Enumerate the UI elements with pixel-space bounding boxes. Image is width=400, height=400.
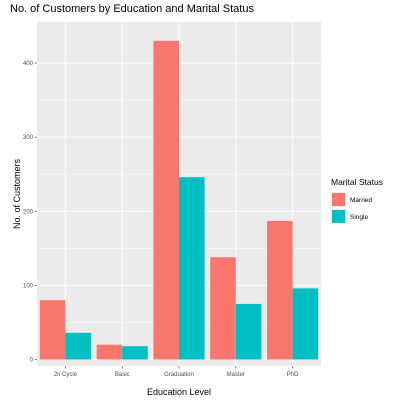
x-tick-label: PhD	[287, 372, 299, 378]
chart-title: No. of Customers by Education and Marita…	[10, 3, 254, 15]
x-tick-label: Graduation	[164, 372, 194, 378]
y-tick-label: 100	[23, 283, 34, 289]
y-axis-title: No. of Customers	[12, 158, 22, 229]
x-tick-label: 2n Cycle	[54, 372, 78, 378]
legend-label: Single	[350, 214, 368, 221]
y-tick-label: 300	[23, 135, 34, 141]
bar-married-phd	[267, 220, 293, 360]
bar-single-2n-cycle	[65, 332, 91, 360]
legend-label: Married	[350, 197, 372, 204]
legend-swatch-single	[332, 210, 345, 223]
y-tick-label: 0	[30, 358, 34, 364]
x-axis-title: Education Level	[147, 387, 211, 397]
legend-title: Marital Status	[331, 177, 383, 187]
x-axis: 2n Cycle Basic Graduation Master PhD	[54, 366, 299, 378]
legend: Marital Status Married Single	[331, 177, 383, 224]
y-axis: 0 100 200 300 400	[23, 61, 37, 364]
x-tick-label: Basic	[115, 372, 130, 378]
bar-single-graduation	[179, 177, 205, 360]
y-tick-label: 200	[23, 209, 34, 215]
bar-single-basic	[122, 346, 148, 360]
bar-single-phd	[292, 288, 319, 360]
y-tick-label: 400	[23, 61, 34, 67]
bar-single-master	[235, 303, 262, 360]
bar-married-graduation	[153, 40, 179, 360]
x-tick-label: Master	[227, 372, 245, 378]
bar-married-2n-cycle	[39, 300, 66, 360]
bars	[39, 40, 319, 360]
bar-married-basic	[96, 344, 123, 360]
bar-married-master	[210, 257, 236, 360]
legend-swatch-married	[332, 193, 345, 206]
